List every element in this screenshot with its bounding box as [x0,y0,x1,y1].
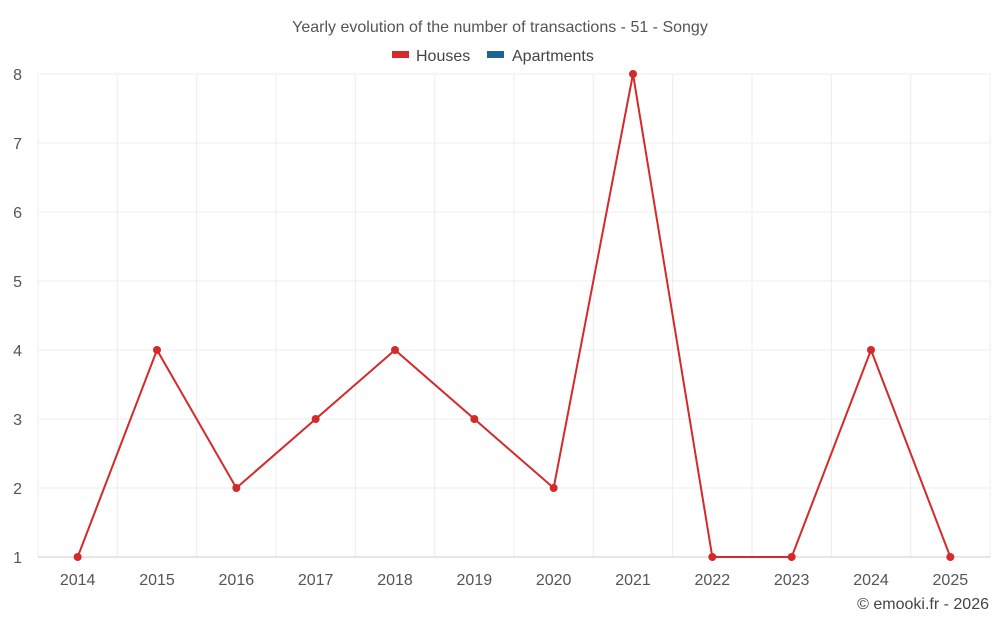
x-tick-label: 2019 [457,572,493,589]
y-tick-label: 6 [13,205,22,222]
data-point-houses-2023[interactable] [787,553,796,561]
data-point-houses-2018[interactable] [391,346,399,354]
y-axis-ticks: 1 2 3 4 5 6 7 8 [13,67,22,567]
data-point-houses-2015[interactable] [153,346,161,354]
y-tick-label: 2 [13,481,22,498]
legend-label-houses: Houses [416,48,470,65]
x-tick-label: 2024 [853,572,889,589]
x-tick-label: 2022 [695,572,731,589]
x-tick-label: 2014 [60,572,96,589]
chart-title: Yearly evolution of the number of transa… [292,19,708,36]
data-point-houses-2024[interactable] [867,346,875,354]
legend-item-apartments[interactable]: Apartments [487,48,594,65]
legend-swatch-houses [392,51,409,58]
data-point-houses-2014[interactable] [73,553,82,561]
y-tick-label: 3 [13,412,22,429]
x-tick-label: 2020 [536,572,572,589]
data-point-houses-2019[interactable] [470,415,479,423]
legend-item-houses[interactable]: Houses [392,48,470,65]
data-point-houses-2021[interactable] [629,70,637,78]
x-axis-ticks: 2014 2015 2016 2017 2018 2019 2020 2021 2022 2023… [60,572,968,589]
x-tick-label: 2021 [615,572,651,589]
data-point-houses-2017[interactable] [311,415,320,423]
x-tick-label: 2025 [933,572,969,589]
data-point-houses-2016[interactable] [232,484,241,492]
legend-swatch-apartments [487,51,504,58]
series-line-houses [76,73,952,558]
x-tick-label: 2017 [298,572,334,589]
x-tick-label: 2015 [139,572,175,589]
y-tick-label: 7 [13,136,22,153]
y-tick-label: 1 [13,550,22,567]
legend-label-apartments: Apartments [512,48,594,65]
y-tick-label: 5 [13,274,22,291]
y-tick-label: 4 [13,343,22,360]
grid [37,73,991,557]
x-tick-label: 2016 [219,572,255,589]
legend: Houses Apartments [392,48,594,65]
data-point-houses-2022[interactable] [708,553,717,561]
x-tick-label: 2023 [774,572,810,589]
data-point-houses-2020[interactable] [549,484,558,492]
x-tick-label: 2018 [377,572,413,589]
credit-text: © emooki.fr - 2026 [857,596,989,613]
series [73,70,955,561]
data-point-houses-2025[interactable] [946,553,955,561]
y-tick-label: 8 [13,67,22,84]
